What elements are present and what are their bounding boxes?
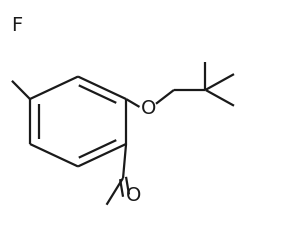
Text: O: O [141, 99, 156, 118]
Text: O: O [126, 186, 141, 205]
Text: F: F [11, 16, 22, 35]
